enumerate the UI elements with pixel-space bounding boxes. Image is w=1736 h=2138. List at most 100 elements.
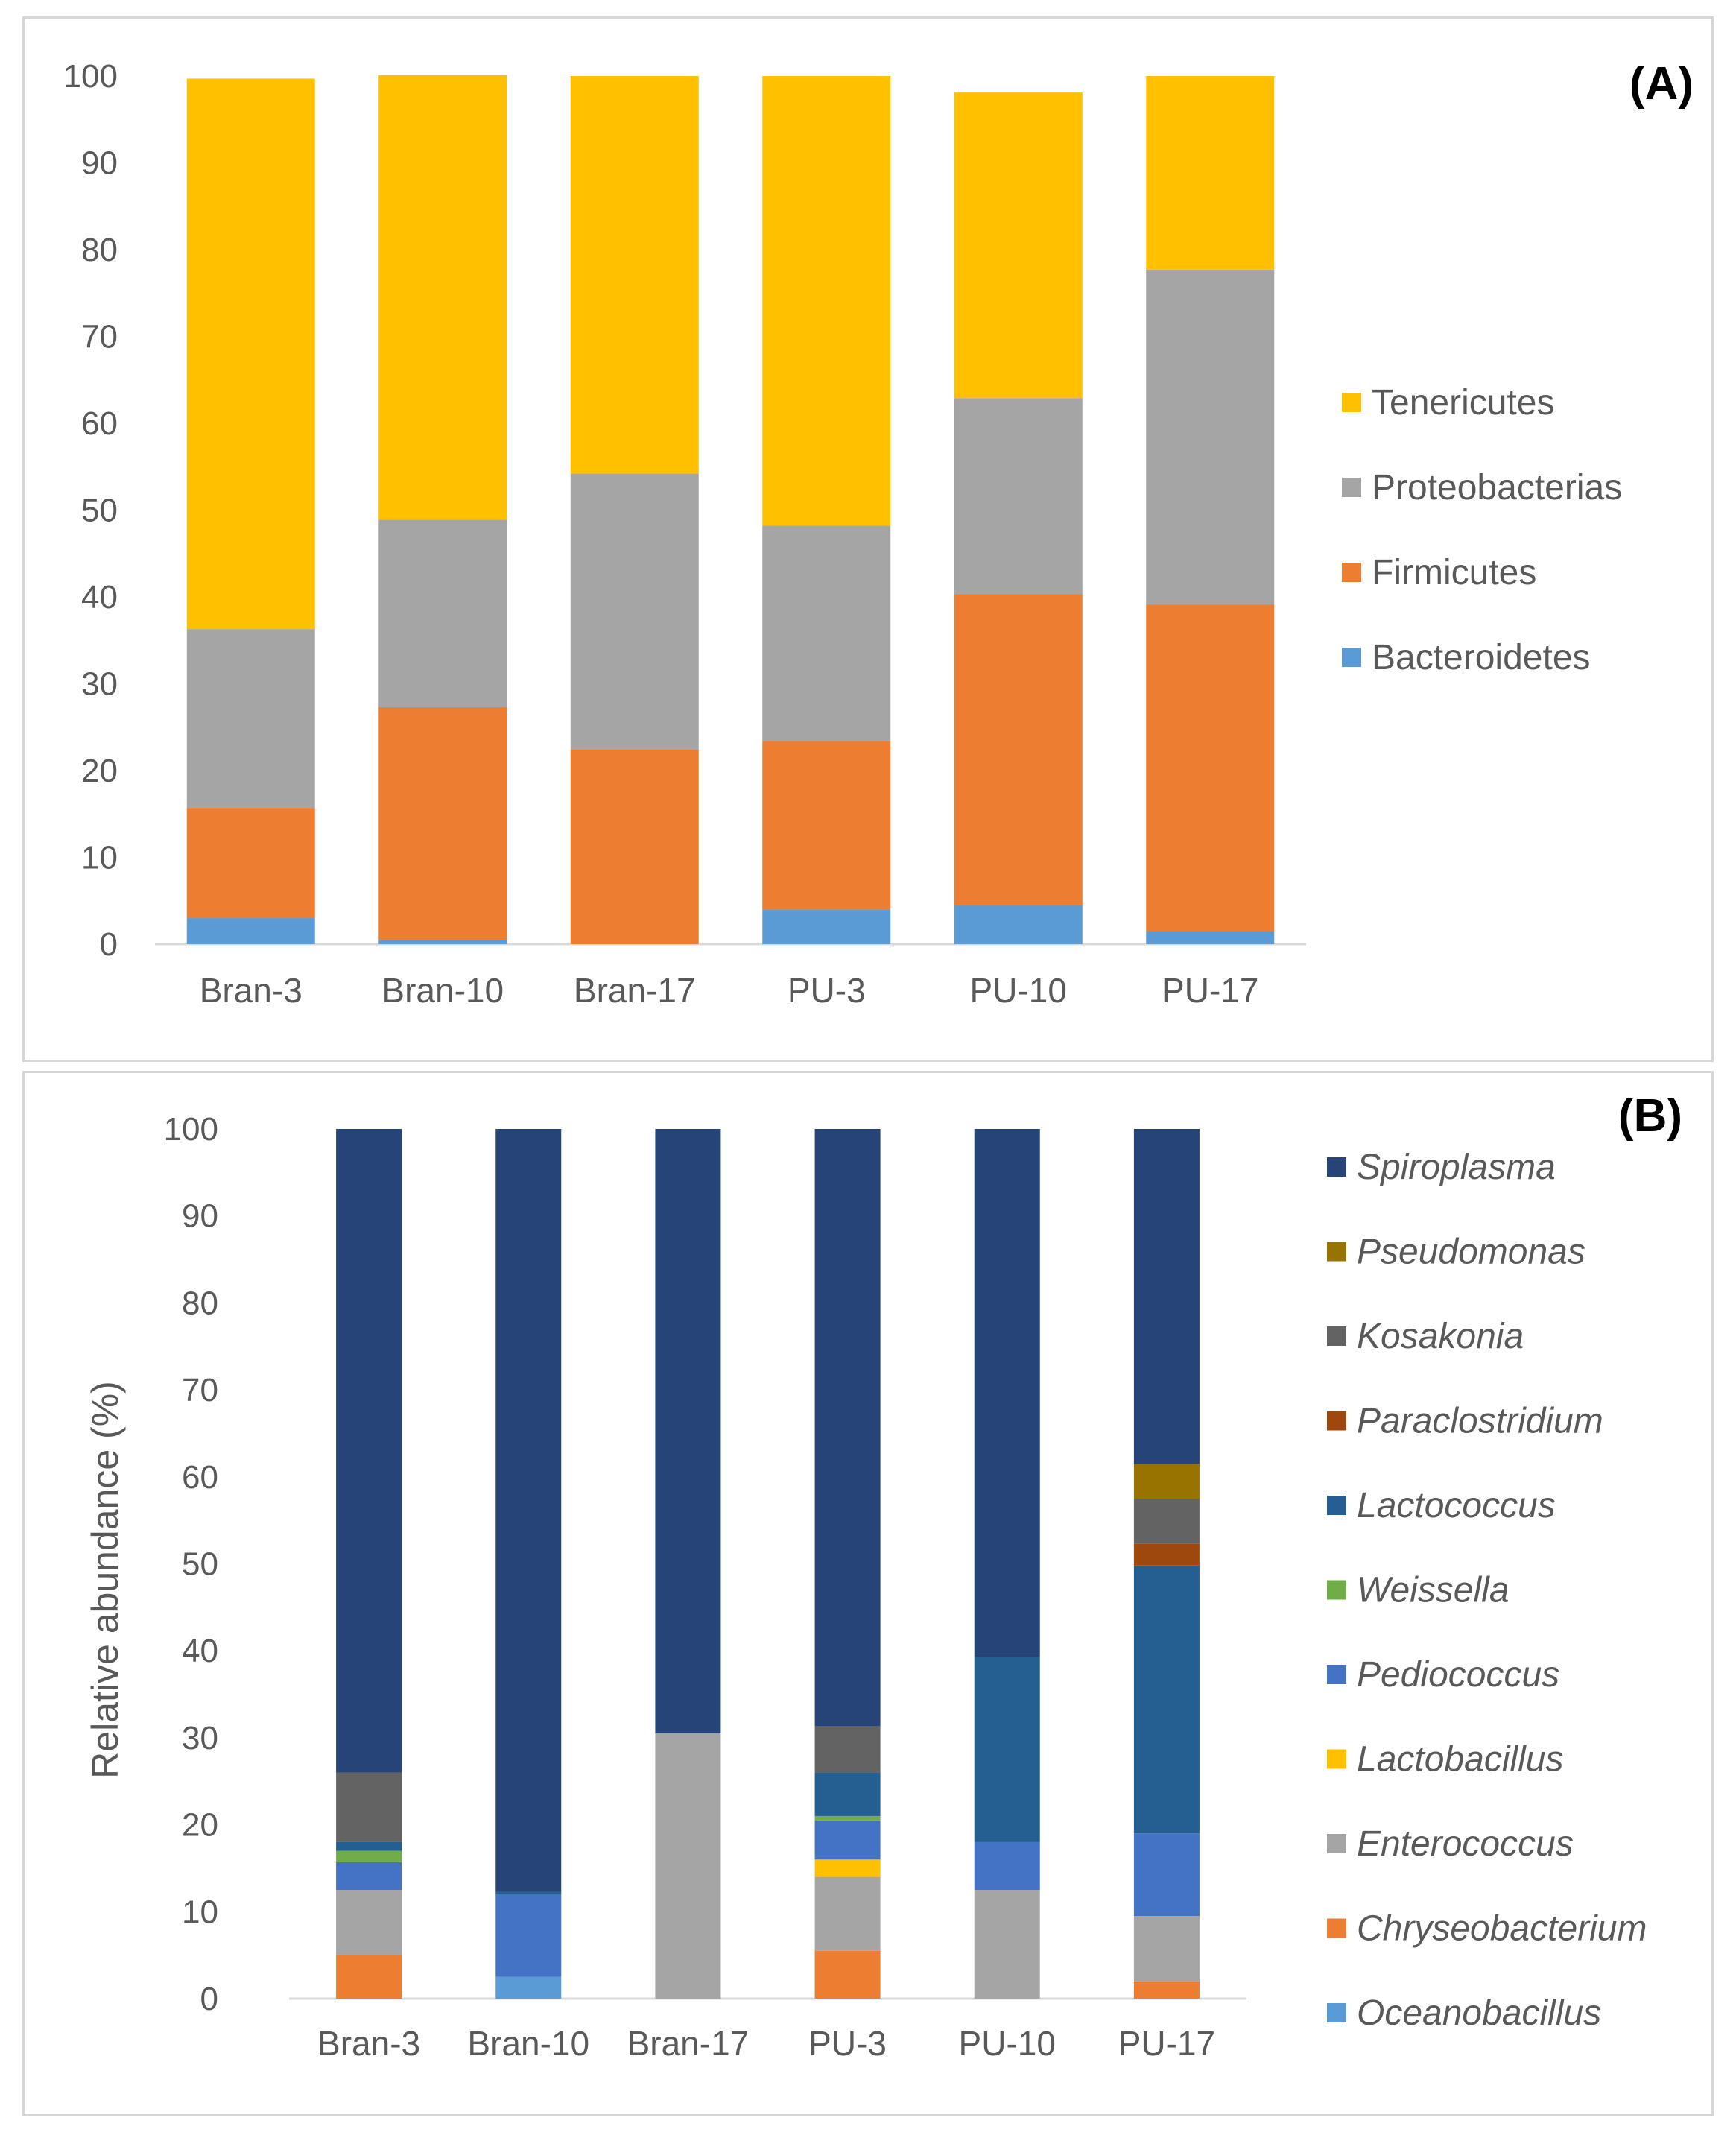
legend-swatch-tenericutes <box>1342 393 1361 412</box>
bar-segment-kosakonia-pu-3 <box>814 1726 881 1773</box>
bar-segment-proteobacterias-bran-17 <box>570 473 699 750</box>
legend-label-lactococcus: Lactococcus <box>1357 1486 1556 1525</box>
legend-swatch-proteobacterias <box>1342 478 1361 497</box>
bar-segment-chryseobacterium-bran-3 <box>336 1955 402 1999</box>
y-tick-label-b: 50 <box>182 1546 218 1583</box>
bar-segment-pediococcus-bran-3 <box>336 1862 402 1891</box>
bar-segment-bacteroidetes-bran-10 <box>378 940 507 944</box>
panel-label-a: (A) <box>1629 58 1694 110</box>
legend-swatch-spiroplasma <box>1327 1157 1346 1177</box>
y-tick-label-a: 100 <box>63 58 118 95</box>
bar-segment-firmicutes-bran-10 <box>378 706 507 940</box>
bar-segment-enterococcus-pu-3 <box>814 1876 881 1951</box>
legend-swatch-weissella <box>1327 1580 1346 1600</box>
bar-segment-tenericutes-pu-3 <box>762 76 891 526</box>
bar-segment-firmicutes-pu-10 <box>954 594 1083 905</box>
bar-segment-tenericutes-pu-17 <box>1146 76 1275 270</box>
bar-segment-enterococcus-bran-3 <box>336 1890 402 1955</box>
y-tick-label-a: 10 <box>81 840 118 876</box>
chart-panel-a: (A) 0 10 20 30 40 50 60 70 80 90 100 Bran-3 Bran-10 B… <box>22 16 1714 1062</box>
legend-swatch-chryseobacterium <box>1327 1918 1346 1938</box>
y-tick-label-b: 40 <box>182 1633 218 1669</box>
bar-segment-pediococcus-pu-10 <box>974 1841 1040 1891</box>
legend-label-kosakonia: Kosakonia <box>1357 1317 1524 1356</box>
bar-segment-kosakonia-pu-17 <box>1133 1498 1200 1544</box>
bar-segment-lactococcus-bran-10 <box>495 1891 562 1894</box>
y-tick-label-a: 70 <box>81 319 118 355</box>
bar-segment-weissella-pu-3 <box>814 1815 881 1821</box>
bar-segment-weissella-bran-3 <box>336 1850 402 1862</box>
bar-segment-enterococcus-bran-17 <box>655 1733 721 1999</box>
bar-segment-lactococcus-pu-3 <box>814 1772 881 1816</box>
legend-label-pseudomonas: Pseudomonas <box>1357 1233 1585 1272</box>
legend-label-pediococcus: Pediococcus <box>1357 1655 1559 1695</box>
bar-segment-spiroplasma-bran-10 <box>495 1129 562 1892</box>
legend-label-weissella: Weissella <box>1357 1571 1510 1610</box>
legend-label-paraclostridium: Paraclostridium <box>1357 1402 1603 1441</box>
bar-segment-spiroplasma-bran-3 <box>336 1129 402 1773</box>
chart-b: (B) Relative abundance (%) 0 10 20 30 40 50 60… <box>84 1090 1682 2063</box>
legend-label-chryseobacterium: Chryseobacterium <box>1357 1909 1647 1949</box>
y-tick-label-b: 10 <box>182 1894 218 1930</box>
y-tick-label-a: 30 <box>81 666 118 703</box>
legend-label-lactobacillus: Lactobacillus <box>1357 1740 1564 1780</box>
x-category-label-bran-10: Bran-10 <box>467 2024 589 2063</box>
bar-segment-firmicutes-pu-17 <box>1146 604 1275 932</box>
chart-a: (A) 0 10 20 30 40 50 60 70 80 90 100 Bran-3 Bran-10 B… <box>63 58 1694 1010</box>
y-tick-label-b: 60 <box>182 1459 218 1496</box>
chart-panel-b: (B) Relative abundance (%) 0 10 20 30 40 50 60… <box>22 1071 1714 2116</box>
bar-segment-lactobacillus-pu-3 <box>814 1859 881 1877</box>
panel-label-b: (B) <box>1618 1090 1682 1142</box>
y-tick-label-a: 60 <box>81 405 118 442</box>
bar-segment-pediococcus-bran-10 <box>495 1894 562 1977</box>
bar-segment-oceanobacillus-bran-10 <box>495 1976 562 1999</box>
y-tick-label-b: 90 <box>182 1198 218 1235</box>
legend-swatch-oceanobacillus <box>1327 2003 1346 2022</box>
bar-segment-proteobacterias-pu-3 <box>762 525 891 741</box>
bar-segment-spiroplasma-pu-17 <box>1133 1129 1200 1464</box>
bar-segment-tenericutes-pu-10 <box>954 92 1083 399</box>
y-tick-label-a: 80 <box>81 232 118 268</box>
legend-swatch-enterococcus <box>1327 1834 1346 1853</box>
legend-label-enterococcus: Enterococcus <box>1357 1824 1574 1864</box>
legend-label-tenericutes: Tenericutes <box>1372 383 1554 423</box>
legend-label-oceanobacillus: Oceanobacillus <box>1357 1993 1601 2033</box>
legend-swatch-lactococcus <box>1327 1496 1346 1515</box>
x-category-label-pu-17: PU-17 <box>1118 2024 1215 2063</box>
legend-swatch-pseudomonas <box>1327 1242 1346 1262</box>
y-tick-label-a: 90 <box>81 145 118 182</box>
bar-segment-bacteroidetes-bran-3 <box>186 918 315 944</box>
y-tick-label-a: 20 <box>81 753 118 789</box>
y-axis-title: Relative abundance (%) <box>84 1381 126 1779</box>
bar-segment-chryseobacterium-pu-17 <box>1133 1981 1200 1999</box>
legend-swatch-firmicutes <box>1342 563 1361 582</box>
bar-segment-lactococcus-pu-17 <box>1133 1565 1200 1834</box>
bar-segment-chryseobacterium-pu-3 <box>814 1950 881 1999</box>
x-category-label-bran-3: Bran-3 <box>200 971 302 1010</box>
bar-segment-spiroplasma-pu-3 <box>814 1129 881 1727</box>
x-category-label-bran-17: Bran-17 <box>574 971 696 1010</box>
bar-segment-kosakonia-bran-3 <box>336 1772 402 1842</box>
y-tick-label-b: 100 <box>164 1111 218 1148</box>
bar-segment-lactococcus-pu-10 <box>974 1657 1040 1842</box>
x-category-label-bran-10: Bran-10 <box>381 971 504 1010</box>
y-tick-label-a: 0 <box>100 926 118 963</box>
bar-segment-bacteroidetes-pu-17 <box>1146 931 1275 944</box>
bar-segment-tenericutes-bran-17 <box>570 76 699 474</box>
bar-segment-proteobacterias-pu-10 <box>954 398 1083 595</box>
bar-segment-firmicutes-pu-3 <box>762 741 891 910</box>
x-category-label-pu-10: PU-10 <box>970 971 1067 1010</box>
x-category-label-bran-17: Bran-17 <box>627 2024 750 2063</box>
bar-segment-bacteroidetes-pu-10 <box>954 905 1083 944</box>
bar-segment-firmicutes-bran-17 <box>570 750 699 944</box>
legend-label-firmicutes: Firmicutes <box>1372 553 1536 592</box>
bar-segment-firmicutes-bran-3 <box>186 808 315 919</box>
bar-segment-tenericutes-bran-10 <box>378 75 507 520</box>
legend-swatch-bacteroidetes <box>1342 648 1361 667</box>
y-tick-label-a: 40 <box>81 579 118 616</box>
legend-swatch-kosakonia <box>1327 1326 1346 1346</box>
bar-segment-pediococcus-pu-3 <box>814 1820 881 1860</box>
y-tick-label-b: 80 <box>182 1285 218 1321</box>
x-category-label-bran-3: Bran-3 <box>317 2024 420 2063</box>
bar-segment-proteobacterias-pu-17 <box>1146 269 1275 605</box>
